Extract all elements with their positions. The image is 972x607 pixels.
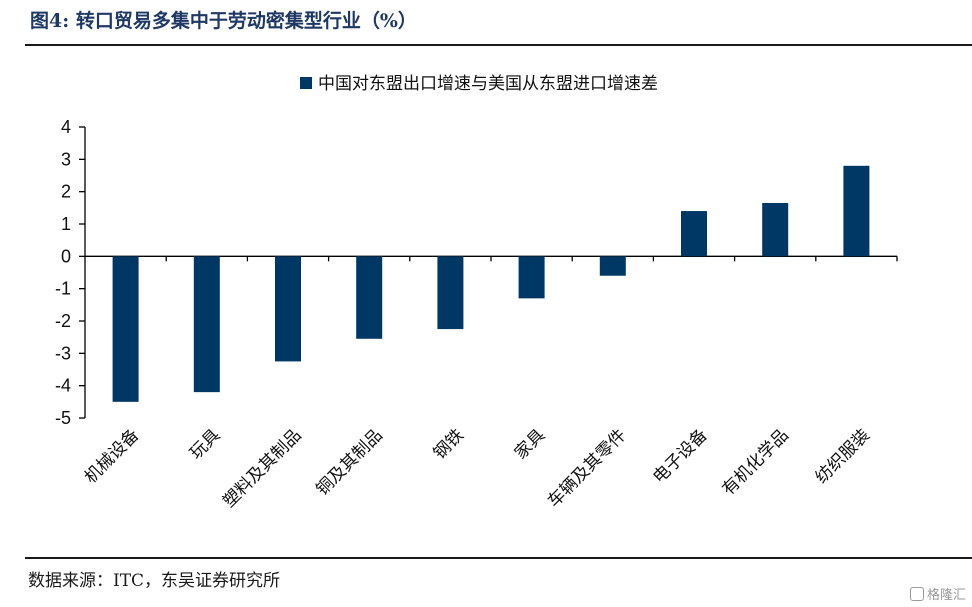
y-tick-label: -3 bbox=[55, 343, 71, 363]
chart-legend: 中国对东盟出口增速与美国从东盟进口增速差 bbox=[300, 74, 658, 94]
bar bbox=[843, 165, 870, 257]
x-tick-label: 塑料及其制品 bbox=[219, 425, 305, 511]
figure-header: 图4: 转口贸易多集中于劳动密集型行业（%） bbox=[30, 6, 417, 36]
bottom-rule bbox=[25, 557, 972, 559]
bar bbox=[518, 256, 545, 299]
top-rule bbox=[25, 44, 972, 46]
y-tick-label: -5 bbox=[55, 408, 71, 428]
y-tick-label: -4 bbox=[55, 376, 71, 396]
watermark-text: 格隆汇 bbox=[926, 588, 966, 603]
bar bbox=[193, 256, 220, 393]
x-tick-label: 铜及其制品 bbox=[312, 425, 386, 499]
bar bbox=[681, 211, 707, 257]
x-tick-label: 钢铁 bbox=[430, 425, 468, 463]
bar-chart: 中国对东盟出口增速与美国从东盟进口增速差 4 3 2 1 0 -1 -2 -3 -4 -5 机械设… bbox=[55, 74, 898, 512]
bar bbox=[356, 256, 383, 339]
x-tick-label: 有机化学品 bbox=[718, 425, 792, 499]
figure-title: 转口贸易多集中于劳动密集型行业（%） bbox=[75, 10, 417, 32]
bar bbox=[112, 256, 139, 402]
x-tick-label: 家具 bbox=[511, 425, 549, 463]
y-tick-label: 1 bbox=[61, 214, 71, 234]
y-axis: 4 3 2 1 0 -1 -2 -3 -4 -5 bbox=[55, 117, 86, 428]
watermark-logo-icon bbox=[909, 586, 924, 601]
figure-label: 图4: bbox=[30, 10, 70, 32]
y-tick-label: -1 bbox=[55, 279, 71, 299]
bar bbox=[437, 256, 464, 330]
x-tick-label: 纺织服装 bbox=[812, 425, 874, 487]
y-tick-label: 4 bbox=[61, 117, 71, 137]
watermark: 格隆汇 bbox=[909, 584, 966, 603]
y-tick-label: 2 bbox=[61, 182, 71, 202]
bar bbox=[599, 256, 626, 276]
bar-series bbox=[112, 165, 870, 402]
bar bbox=[275, 256, 301, 362]
x-tick-label: 电子设备 bbox=[649, 425, 711, 487]
x-tick-label: 车辆及其零件 bbox=[544, 425, 630, 511]
y-tick-label: 3 bbox=[61, 149, 71, 169]
bar bbox=[762, 202, 789, 257]
x-axis bbox=[85, 255, 898, 262]
x-tick-label: 机械设备 bbox=[81, 425, 143, 487]
y-tick-label: 0 bbox=[61, 246, 71, 266]
legend-swatch bbox=[300, 77, 312, 89]
legend-label: 中国对东盟出口增速与美国从东盟进口增速差 bbox=[318, 74, 658, 94]
x-tick-label: 玩具 bbox=[186, 425, 224, 463]
y-tick-label: -2 bbox=[55, 311, 71, 331]
source-note: 数据来源：ITC，东吴证券研究所 bbox=[28, 571, 281, 591]
